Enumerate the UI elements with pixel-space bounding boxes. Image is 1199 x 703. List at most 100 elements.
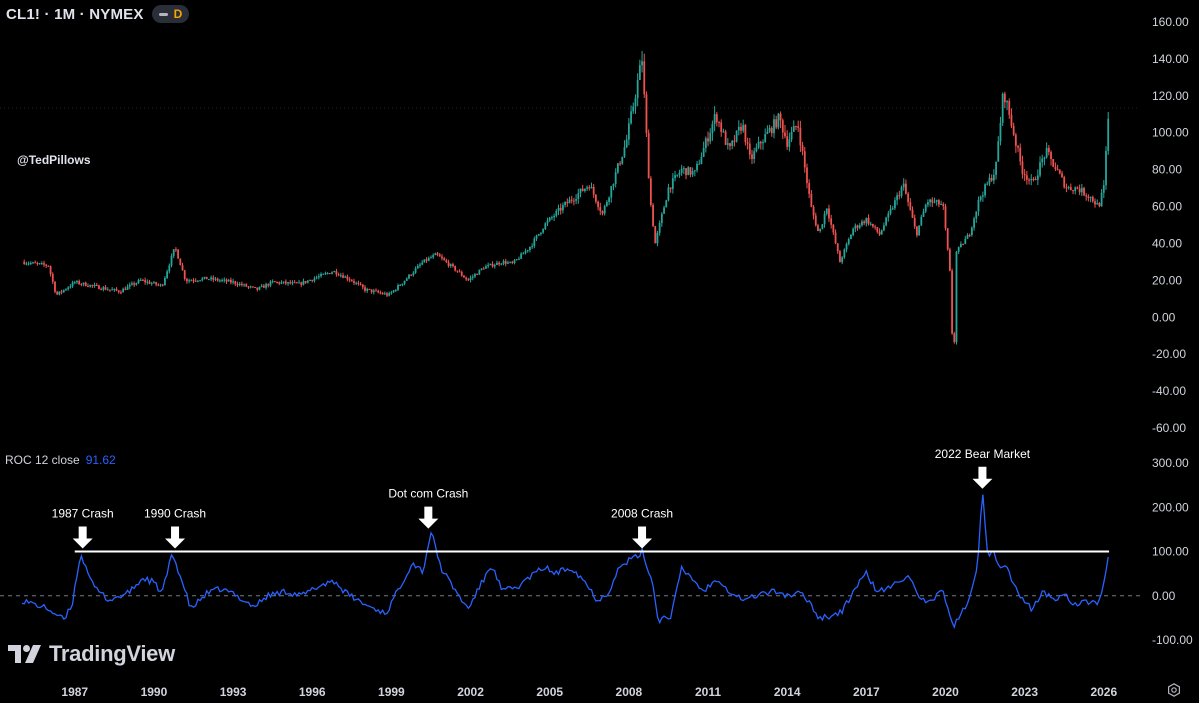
price-candle (62, 289, 65, 294)
price-candle (454, 265, 457, 272)
price-candle (927, 199, 929, 208)
price-candle (707, 131, 709, 147)
price-candle (564, 201, 567, 208)
price-candle (56, 290, 59, 295)
roc-axis[interactable]: 300.00 200.00 100.00 0.00 -100.00 (1152, 456, 1193, 647)
price-candle (427, 256, 430, 262)
price-candle (1014, 132, 1017, 153)
roc-pane[interactable] (0, 494, 1140, 630)
price-candle (342, 272, 344, 279)
price-candle (718, 121, 720, 128)
price-candle (513, 259, 516, 265)
price-candle (36, 261, 39, 266)
price-tick-label: -60.00 (1152, 421, 1186, 435)
annotation-label: 2008 Crash (611, 507, 673, 521)
roc-tick-label: -100.00 (1152, 633, 1193, 647)
price-candle (1030, 174, 1033, 186)
price-candle (929, 198, 932, 207)
roc-tick-label: 0.00 (1152, 589, 1176, 603)
price-candle (729, 142, 731, 151)
interval-badge[interactable]: D (151, 5, 190, 23)
price-candle (120, 290, 122, 295)
price-candle (806, 163, 808, 189)
price-candle (449, 263, 452, 268)
price-candle (82, 282, 85, 287)
price-candle (854, 223, 857, 233)
price-candle (795, 125, 797, 131)
price-candle (1043, 156, 1046, 166)
time-tick-label: 2017 (853, 685, 880, 699)
collapse-dash-icon (158, 12, 168, 16)
price-candle (999, 116, 1002, 146)
price-candle (126, 284, 129, 290)
price-candle (271, 279, 274, 284)
price-candle (907, 191, 910, 207)
price-candle (880, 229, 883, 235)
price-tick-label: 80.00 (1152, 163, 1182, 177)
tradingview-brand[interactable]: TradingView (8, 641, 175, 667)
price-candle (966, 233, 969, 240)
time-tick-label: 2011 (695, 685, 721, 699)
price-candle (768, 124, 771, 133)
price-candle (192, 278, 195, 284)
price-candle (1076, 186, 1079, 190)
price-candle (498, 261, 501, 267)
gear-icon[interactable] (1167, 683, 1181, 697)
price-candle (249, 285, 252, 289)
price-candle (401, 283, 404, 287)
price-candle (40, 261, 43, 265)
price-candle (562, 202, 564, 214)
price-candle (654, 225, 657, 244)
price-candle (23, 259, 26, 265)
price-candle (117, 290, 120, 294)
price-candle (843, 248, 846, 259)
price-candle (223, 277, 226, 283)
symbol-title[interactable]: CL1! · 1M · NYMEX (6, 5, 144, 23)
price-candle (331, 271, 333, 275)
roc-line[interactable] (21, 494, 1109, 630)
price-candle (1039, 156, 1041, 178)
price-candle (810, 189, 813, 208)
price-candle (251, 286, 254, 288)
price-candles[interactable] (23, 50, 1110, 345)
price-candle (529, 246, 531, 253)
price-candle (1047, 144, 1050, 156)
time-tick-label: 1987 (61, 685, 88, 699)
price-candle (225, 278, 228, 284)
price-candle (298, 279, 300, 284)
price-candle (1010, 108, 1013, 129)
price-candle (146, 279, 149, 285)
price-axis[interactable]: 160.00 140.00 120.00 100.00 80.00 60.00 40.00 2… (1152, 15, 1189, 435)
price-candle (27, 261, 30, 266)
price-candle (289, 280, 292, 285)
price-candle (586, 185, 588, 191)
price-candle (614, 168, 617, 188)
price-candle (913, 214, 916, 230)
price-candle (682, 166, 685, 175)
indicator-legend[interactable]: ROC 12 close 91.62 (5, 453, 116, 467)
price-candle (916, 226, 918, 238)
price-candle (221, 278, 223, 283)
price-candle (931, 197, 934, 208)
price-candle (1001, 92, 1004, 126)
price-candle (819, 228, 822, 233)
price-candle (740, 122, 742, 135)
price-candle (350, 279, 353, 282)
price-candle (858, 223, 861, 230)
indicator-value: 91.62 (85, 453, 116, 467)
price-candle (309, 279, 311, 281)
price-candle (265, 282, 267, 290)
price-candle (770, 126, 773, 137)
price-candle (509, 261, 512, 264)
price-candle (414, 266, 417, 274)
time-axis[interactable]: 1987 1990 1993 1996 1999 2002 2005 2008 2011 2014… (61, 685, 1117, 699)
price-candle (403, 280, 406, 286)
price-candle (172, 249, 175, 259)
price-candle (511, 260, 514, 265)
price-candle (227, 278, 230, 282)
price-candle (124, 286, 127, 291)
price-candle (786, 130, 789, 150)
price-candle (968, 233, 971, 238)
price-candle (715, 111, 718, 127)
